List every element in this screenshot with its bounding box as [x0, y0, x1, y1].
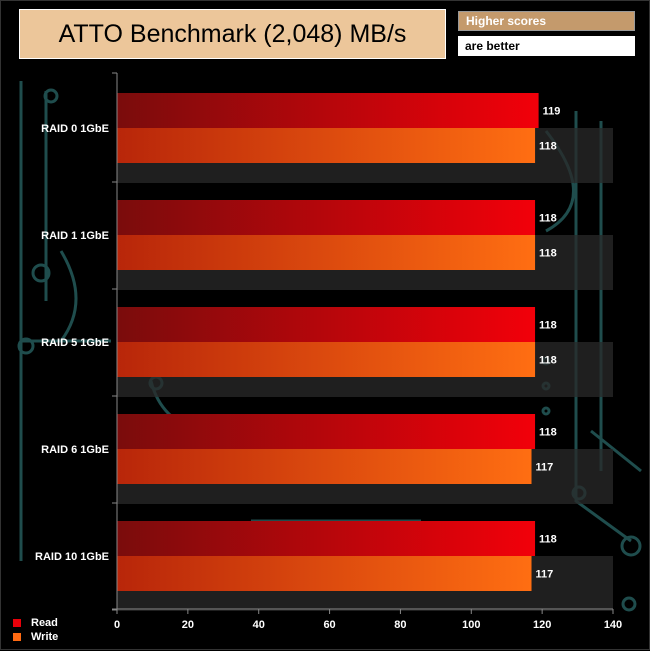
bar-read [117, 307, 536, 342]
x-tick-label: 40 [253, 619, 265, 631]
legend-label-write: Write [31, 631, 59, 643]
data-label: 118 [539, 534, 557, 546]
are-better-note: are better [458, 36, 635, 56]
circuit-node [17, 337, 35, 355]
x-tick-label: 120 [533, 619, 551, 631]
axes-group: 0 20 40 60 80 100 120 140 [112, 72, 622, 631]
category-label: RAID 10 1GbE [35, 551, 109, 563]
legend-item-read: Read [13, 616, 58, 630]
x-tick-label: 80 [394, 619, 406, 631]
category-label: RAID 6 1GbE [41, 444, 109, 456]
bar-read [117, 200, 536, 235]
legend: Read Write [13, 616, 58, 644]
data-label: 118 [539, 320, 557, 332]
category-label: RAID 0 1GbE [41, 123, 109, 135]
labels-group: 119 118 RAID 0 1GbE 118 118 RAID 1 1GbE 118 118… [35, 106, 560, 581]
x-tick-label: 0 [114, 619, 120, 631]
x-tick-label: 140 [604, 619, 622, 631]
legend-swatch-write [13, 633, 21, 641]
data-label: 118 [539, 141, 557, 153]
data-label: 118 [539, 427, 557, 439]
bars-group [117, 93, 539, 591]
circuit-node [621, 596, 637, 612]
data-label: 118 [539, 248, 557, 260]
bar-write [117, 128, 536, 163]
higher-scores-note: Higher scores [458, 11, 635, 31]
circuit-node [620, 535, 642, 557]
bar-write [117, 342, 536, 377]
circuit-line [590, 429, 642, 473]
x-tick-label: 100 [462, 619, 480, 631]
bar-read [117, 414, 536, 449]
bar-write [117, 556, 532, 591]
category-label: RAID 5 1GbE [41, 337, 109, 349]
x-tick-label: 60 [323, 619, 335, 631]
data-label: 119 [543, 106, 561, 118]
bar-read [117, 93, 539, 128]
bar-write [117, 449, 532, 484]
circuit-node [31, 263, 51, 283]
data-label: 118 [539, 355, 557, 367]
circuit-node [541, 406, 551, 416]
data-label: 117 [536, 462, 554, 474]
category-label: RAID 1 1GbE [41, 230, 109, 242]
bar-write [117, 235, 536, 270]
bar-read [117, 521, 536, 556]
data-label: 117 [536, 569, 554, 581]
data-label: 118 [539, 213, 557, 225]
legend-item-write: Write [13, 630, 58, 644]
legend-label-read: Read [31, 617, 58, 629]
x-tick-label: 20 [182, 619, 194, 631]
chart-title: ATTO Benchmark (2,048) MB/s [19, 9, 446, 59]
legend-swatch-read [13, 619, 21, 627]
circuit-line [59, 250, 78, 342]
circuit-node [43, 88, 59, 104]
